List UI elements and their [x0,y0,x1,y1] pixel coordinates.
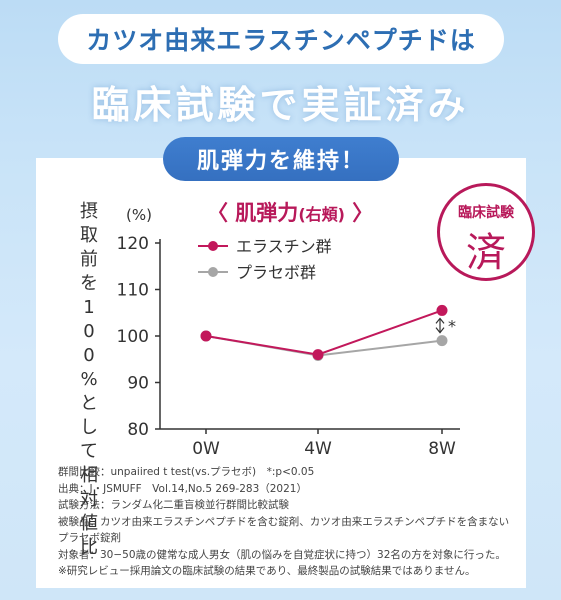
seal-center: 済 [466,230,506,276]
data-point [436,304,448,316]
footnote-line: 対象者：30−50歳の健常な成人男女（肌の悩みを自覚症状に持つ）32名の方を対象… [58,548,506,561]
x-tick-label: 4W [304,439,332,459]
y-tick-label: 120 [117,234,149,254]
footnote-line: 群間比較：unpaiired t test(vs.プラセボ) *:p<0.05 [58,466,315,478]
badge-text: 肌弾力を維持！ [196,149,365,174]
seal-label: 臨床試験 [458,205,514,221]
significance-marker: * [448,317,456,336]
y-tick-label: 110 [117,281,149,301]
y-tick-label: 80 [127,420,149,440]
legend-label: エラスチン群 [236,237,332,256]
data-point [200,330,212,342]
data-point [436,335,448,347]
legend-label: プラセボ群 [236,263,316,282]
y-tick-label: 100 [117,327,149,347]
footnote-line: 出典：J・JSMUFF Vol.14,No.5 269-283（2021） [58,482,307,495]
tagline: カツオ由来エラスチンペプチドは [86,26,476,55]
tagline-pill: カツオ由来エラスチンペプチドは [58,14,504,64]
series-line-0 [205,309,443,356]
x-tick-label: 0W [192,439,220,459]
chart-title: 〈 肌弾力(右頬) 〉 [207,201,374,225]
headline: 臨床試験で実証済み [91,83,470,127]
footnote-line: 試験方法：ランダム化二重盲検並行群間比較試験 [58,499,289,511]
footnote-line: 被験品：カツオ由来エラスチンペプチドを含む錠剤、カツオ由来エラスチンペプチドを含… [58,515,510,528]
legend-marker [208,267,218,277]
legend-marker [208,241,218,251]
footnote-line: プラセボ錠剤 [58,532,121,544]
arrow-head-down [435,327,445,334]
y-tick-label: 90 [127,374,149,394]
footnote-line: ※研究レビュー採用論文の臨床試験の結果であり、最終製品の試験結果ではありません。 [58,565,476,577]
footnotes: 群間比較：unpaiired t test(vs.プラセボ) *:p<0.05 出… [58,464,538,580]
clinical-trial-seal: 臨床試験 済 [437,183,535,281]
badge-pill: 肌弾力を維持！ [163,137,399,181]
x-tick-label: 8W [428,439,456,459]
y-axis-label: 摂取前を 1 0 0% として相対値比 [80,201,98,558]
data-point [312,349,324,361]
arrow-head-up [435,317,445,324]
y-unit: (%) [126,206,152,224]
